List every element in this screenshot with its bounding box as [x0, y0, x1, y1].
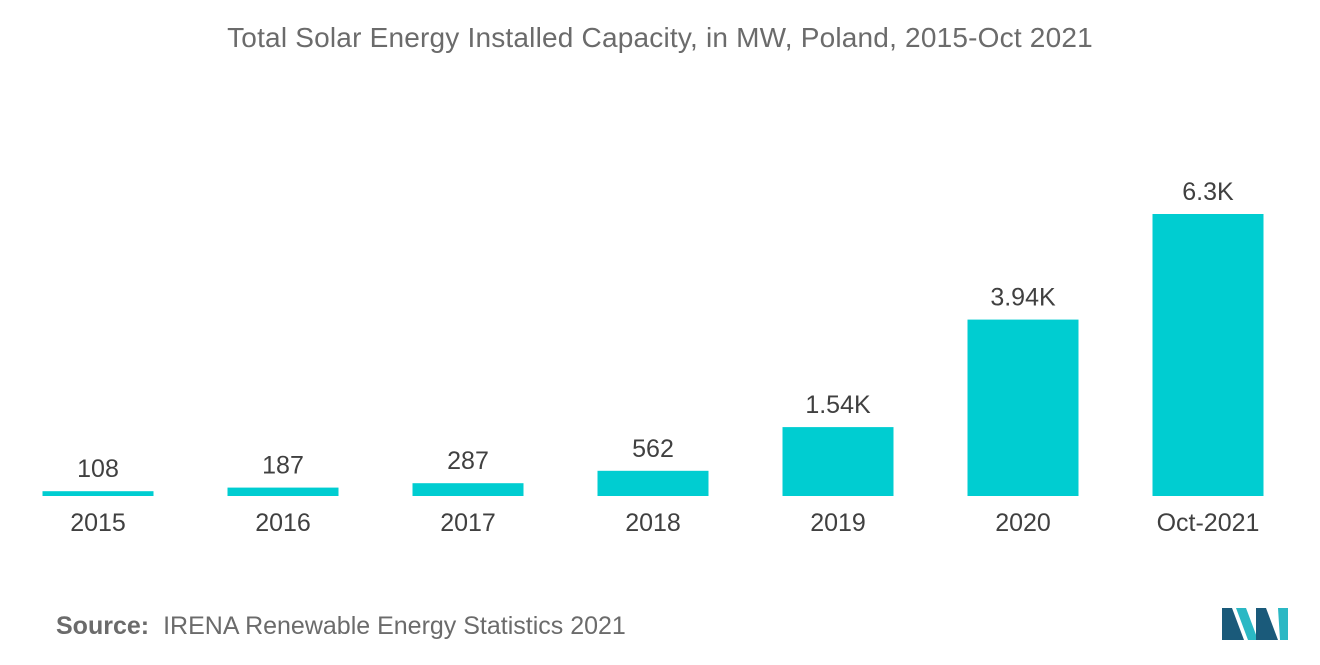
category-label: 2017: [440, 509, 496, 537]
chart-title: Total Solar Energy Installed Capacity, i…: [227, 22, 1093, 53]
bars-group: [42, 214, 1264, 496]
logo-shape-2: [1236, 608, 1258, 640]
value-label: 3.94K: [990, 284, 1056, 312]
value-label: 108: [77, 455, 119, 483]
value-label: 287: [447, 447, 489, 475]
value-label: 6.3K: [1182, 178, 1234, 206]
bar-2016: [227, 487, 339, 496]
bar-2015: [42, 491, 154, 496]
source-label: Source:: [56, 612, 150, 640]
value-labels-group: 108 187 287 562 1.54K 3.94K 6.3K: [77, 178, 1234, 483]
bar-2020: [967, 319, 1079, 496]
source-note: Source: IRENA Renewable Energy Statistics…: [56, 612, 626, 641]
value-label: 187: [262, 452, 304, 480]
category-labels-group: 2015 2016 2017 2018 2019 2020 Oct-2021: [70, 509, 1259, 537]
category-label: 2018: [625, 509, 681, 537]
logo-shape-4: [1278, 608, 1288, 640]
source-text: IRENA Renewable Energy Statistics 2021: [163, 612, 626, 640]
bar-2019: [782, 427, 894, 496]
bar-2018: [597, 470, 709, 496]
bar-Oct-2021: [1152, 214, 1264, 496]
value-label: 1.54K: [805, 391, 871, 419]
category-label: 2020: [995, 509, 1051, 537]
value-label: 562: [632, 435, 674, 463]
category-label: 2019: [810, 509, 866, 537]
company-logo-icon: [1222, 608, 1288, 640]
logo-shape-3: [1256, 608, 1278, 640]
logo-shape-1: [1222, 608, 1244, 640]
category-label: 2016: [255, 509, 311, 537]
bar-2017: [412, 483, 524, 496]
category-label: Oct-2021: [1157, 509, 1260, 537]
category-label: 2015: [70, 509, 126, 537]
